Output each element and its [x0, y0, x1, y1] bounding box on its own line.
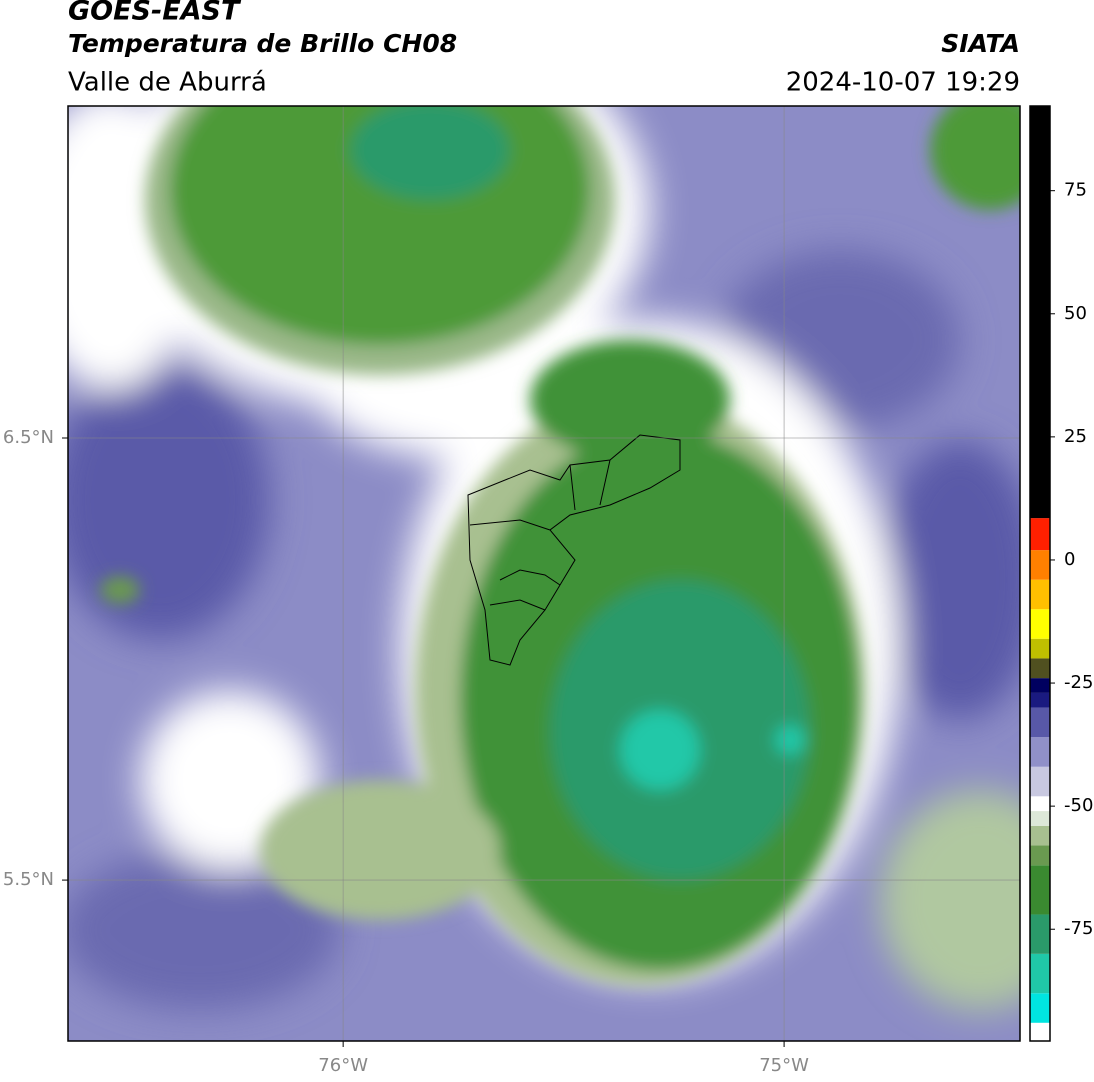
colorbar: [1030, 692, 1050, 708]
satellite-image: [68, 106, 1020, 1041]
colorbar-segment: [1030, 692, 1050, 708]
colorbar-segment: [1030, 609, 1050, 639]
y-tick-label: 6.5°N: [3, 427, 54, 448]
colorbar-segment: [1030, 550, 1050, 580]
colorbar-tick-label: 50: [1064, 303, 1087, 324]
colorbar: [1030, 707, 1050, 738]
colorbar: [1030, 993, 1050, 1023]
colorbar: [100, 106, 1020, 985]
colorbar: [1030, 658, 1050, 679]
colorbar-tick-label: -50: [1064, 795, 1093, 816]
colorbar: [1030, 811, 1050, 826]
colorbar: [1030, 796, 1050, 812]
colorbar-tick-label: 25: [1064, 426, 1087, 447]
colorbar-segment: [1030, 953, 1050, 994]
colorbar-tick-label: -25: [1064, 672, 1093, 693]
subtitle: Temperatura de Brillo CH08: [68, 29, 457, 58]
colorbar-segment: [1030, 865, 1050, 915]
colorbar: [1030, 518, 1050, 551]
colorbar-segment: [1030, 106, 1050, 519]
colorbar-segment: [1030, 845, 1050, 866]
municipal-boundaries: [467, 434, 681, 666]
y-tick-label: 5.5°N: [3, 869, 54, 890]
colorbar-segment: [1030, 579, 1050, 610]
colorbar: [1030, 766, 1050, 797]
x-tick-label: 76°W: [318, 1055, 368, 1076]
colorbar: [1030, 678, 1050, 693]
colorbar-segment: [1030, 1022, 1050, 1041]
colorbar-segment: [1030, 658, 1050, 679]
colorbar: [1030, 609, 1050, 639]
colorbar: [1030, 825, 1050, 846]
colorbar-segment: [1030, 638, 1050, 659]
x-tick-label: 75°W: [759, 1055, 809, 1076]
colorbar: [1030, 638, 1050, 659]
colorbar: [1030, 845, 1050, 866]
colorbar-segment: [1030, 993, 1050, 1023]
colorbar-tick-label: 0: [1064, 549, 1075, 570]
colorbar: [1030, 579, 1050, 610]
datetime: 2024-10-07 19:29: [786, 68, 1020, 98]
map-frame: [67, 105, 1021, 1042]
colorbar: [1030, 737, 1050, 767]
colorbar: [1030, 550, 1050, 580]
colorbar: [1030, 914, 1050, 954]
colorbar-segment: [1030, 796, 1050, 812]
colorbar: [1030, 865, 1050, 915]
colorbar-segment: [1030, 518, 1050, 551]
colorbar-segment: [1030, 914, 1050, 954]
colorbar-segment: [1030, 811, 1050, 826]
colorbar-segment: [1030, 825, 1050, 846]
colorbar: [1030, 106, 1050, 519]
source: SIATA: [941, 29, 1020, 58]
colorbar-segment: [1030, 766, 1050, 797]
region: Valle de Aburrá: [68, 68, 267, 98]
colorbar-segment: [1030, 737, 1050, 767]
colorbar: [1030, 953, 1050, 994]
colorbar-segment: [1030, 678, 1050, 693]
colorbar-tick-label: -75: [1064, 918, 1093, 939]
colorbar-frame: [1029, 105, 1051, 1042]
colorbar-tick-label: 75: [1064, 180, 1087, 201]
colorbar: [1030, 1022, 1050, 1041]
colorbar-segment: [1030, 707, 1050, 738]
title: GOES-EAST: [68, 0, 242, 27]
axes: 76°W 75°W 6.5°N 5.5°N -75 -50 -25 0 25 50 75: [3, 106, 1093, 1076]
